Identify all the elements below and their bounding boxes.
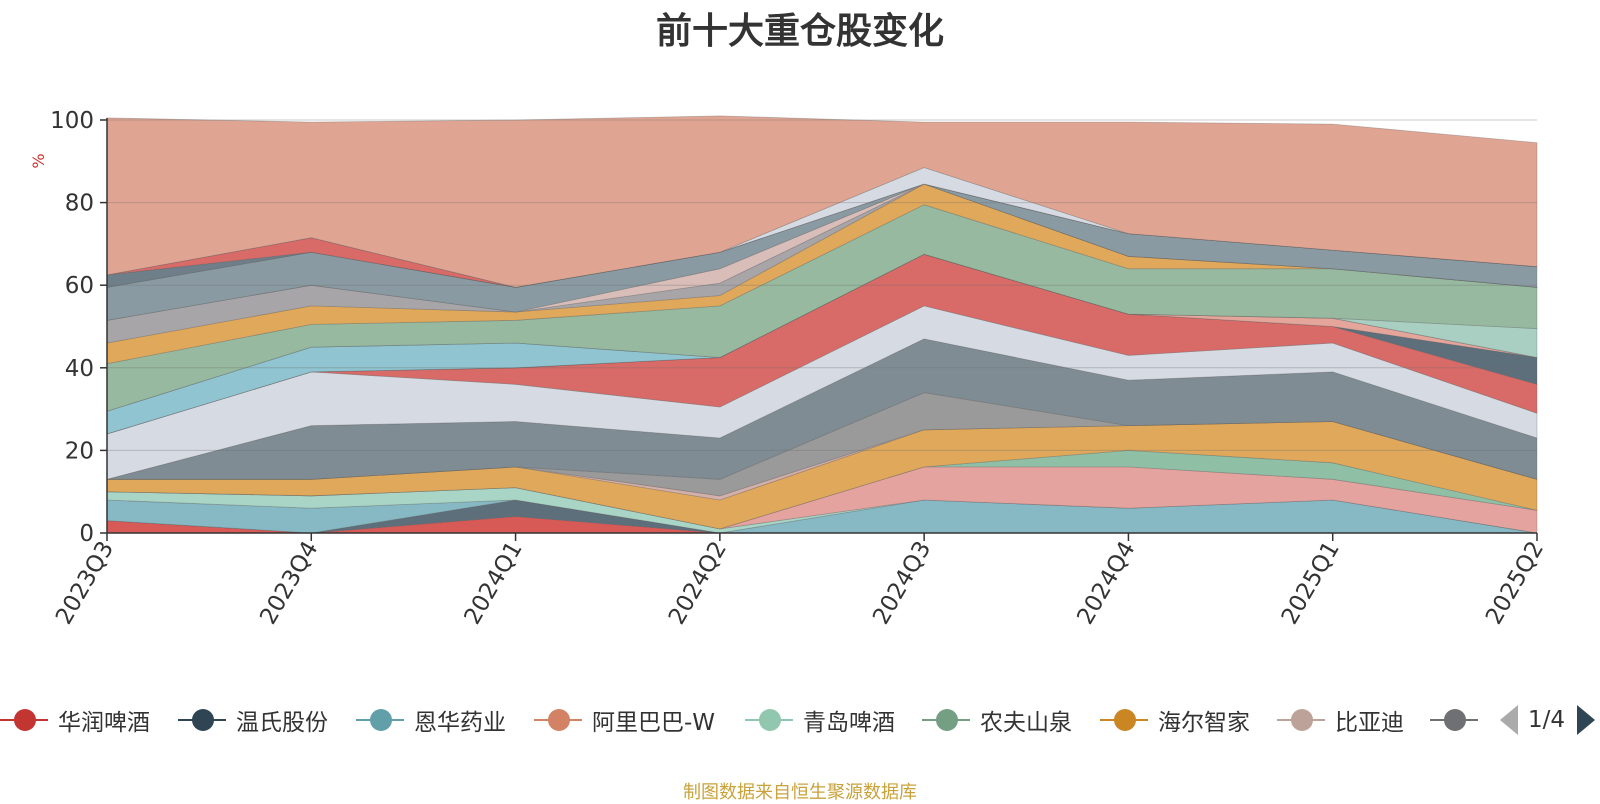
y-tick-label-100: 100 bbox=[50, 108, 94, 134]
legend-item-7[interactable]: 比亚迪 bbox=[1277, 700, 1404, 740]
legend-marker-icon bbox=[356, 700, 404, 740]
legend-item-6[interactable]: 海尔智家 bbox=[1100, 700, 1250, 740]
legend-marker-icon bbox=[1100, 700, 1148, 740]
legend-marker-icon bbox=[1430, 700, 1478, 740]
x-tick-label-2024Q1: 2024Q1 bbox=[460, 537, 528, 629]
legend-label: 华润啤酒 bbox=[58, 710, 150, 736]
legend-item-1[interactable]: 温氏股份 bbox=[178, 700, 328, 740]
y-tick-label-80: 80 bbox=[65, 191, 94, 217]
legend: 华润啤酒 温氏股份 恩华药业 阿里巴巴-W 青岛啤酒 农夫山泉 海尔智家 比亚迪 bbox=[0, 700, 1600, 740]
y-tick-label-60: 60 bbox=[65, 273, 94, 299]
legend-marker-icon bbox=[745, 700, 793, 740]
x-tick-label-2024Q2: 2024Q2 bbox=[664, 537, 732, 629]
legend-label: 温氏股份 bbox=[236, 710, 328, 736]
legend-marker-icon bbox=[534, 700, 582, 740]
x-tick-label-2025Q1: 2025Q1 bbox=[1277, 537, 1345, 629]
legend-label: 海尔智家 bbox=[1158, 710, 1250, 736]
x-tick-label-2023Q3: 2023Q3 bbox=[51, 537, 119, 629]
legend-marker-icon bbox=[178, 700, 226, 740]
legend-item-8[interactable] bbox=[1430, 700, 1478, 740]
area-layer-25 bbox=[106, 115, 1538, 288]
area-layer-16 bbox=[106, 204, 1538, 412]
legend-item-3[interactable]: 阿里巴巴-W bbox=[534, 700, 715, 740]
y-tick-label-40: 40 bbox=[65, 356, 94, 382]
y-tick-label-0: 0 bbox=[79, 521, 94, 547]
legend-item-4[interactable]: 青岛啤酒 bbox=[745, 700, 895, 740]
legend-item-2[interactable]: 恩华药业 bbox=[356, 700, 506, 740]
y-tick-label-20: 20 bbox=[65, 438, 94, 464]
legend-marker-icon bbox=[922, 700, 970, 740]
y-axis-label: % bbox=[29, 153, 48, 168]
next-page-icon[interactable] bbox=[1577, 705, 1596, 735]
x-tick-label-2023Q4: 2023Q4 bbox=[255, 537, 323, 629]
legend-item-0[interactable]: 华润啤酒 bbox=[0, 700, 150, 740]
legend-label: 比亚迪 bbox=[1335, 710, 1404, 736]
legend-item-5[interactable]: 农夫山泉 bbox=[922, 700, 1072, 740]
legend-label: 农夫山泉 bbox=[980, 710, 1072, 736]
area-layer-6 bbox=[106, 421, 1538, 530]
page-indicator: 1/4 bbox=[1528, 707, 1566, 733]
x-tick-label-2025Q2: 2025Q2 bbox=[1481, 537, 1549, 629]
legend-label: 青岛啤酒 bbox=[803, 710, 895, 736]
stacked-area-layers bbox=[106, 115, 1538, 534]
chart-title: 前十大重仓股变化 bbox=[655, 11, 944, 52]
x-tick-label-2024Q4: 2024Q4 bbox=[1072, 537, 1140, 629]
legend-marker-icon bbox=[1277, 700, 1325, 740]
grid-lines bbox=[107, 119, 1537, 451]
x-tick-label-2024Q3: 2024Q3 bbox=[868, 537, 936, 629]
legend-label: 阿里巴巴-W bbox=[592, 710, 716, 736]
legend-label: 恩华药业 bbox=[414, 710, 506, 736]
previous-page-icon[interactable] bbox=[1500, 705, 1518, 735]
legend-marker-icon bbox=[0, 700, 48, 740]
legend-pager: 1/4 bbox=[1500, 702, 1596, 738]
data-source-note: 制图数据来自恒生聚源数据库 bbox=[683, 782, 917, 803]
